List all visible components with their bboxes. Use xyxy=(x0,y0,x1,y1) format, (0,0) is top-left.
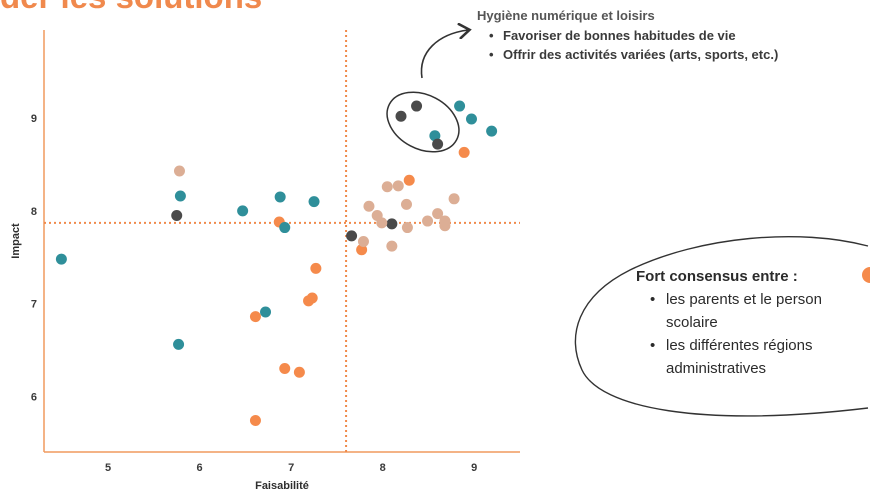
callout-consensus-list: les parents et le person scolaire les di… xyxy=(636,288,870,380)
data-point xyxy=(395,110,407,122)
data-point xyxy=(465,113,477,125)
data-point xyxy=(386,240,398,252)
data-point xyxy=(357,235,369,247)
highlight-ellipse xyxy=(386,91,460,153)
data-point xyxy=(279,363,291,375)
consensus-ellipse xyxy=(574,236,869,417)
data-point xyxy=(173,165,185,177)
x-tick-label: 6 xyxy=(197,462,203,474)
list-item-line: scolaire xyxy=(666,314,718,331)
list-item-line: les différentes régions xyxy=(666,337,813,354)
callout-hygiene-title: Hygiène numérique et loisirs xyxy=(477,8,655,23)
data-point xyxy=(376,217,388,229)
page-title: der les solutions xyxy=(0,0,262,16)
list-item-line: administratives xyxy=(666,360,767,377)
data-point xyxy=(55,253,67,265)
x-tick-label: 8 xyxy=(380,462,386,474)
data-point xyxy=(486,125,498,137)
data-point xyxy=(249,311,261,323)
data-point xyxy=(429,130,441,142)
data-point xyxy=(346,230,358,242)
data-point xyxy=(274,191,286,203)
consensus-accent-mark xyxy=(862,267,870,283)
data-point xyxy=(237,205,249,217)
data-point xyxy=(386,218,398,230)
data-point xyxy=(432,138,444,150)
data-point xyxy=(306,292,318,304)
data-point xyxy=(293,366,305,378)
data-point xyxy=(403,174,415,186)
data-point xyxy=(448,193,460,205)
y-tick-label: 7 xyxy=(31,299,37,311)
data-point xyxy=(249,414,261,426)
x-tick-label: 9 xyxy=(471,462,477,474)
data-point xyxy=(310,262,322,274)
data-point xyxy=(279,222,291,234)
callout-arrow xyxy=(420,30,468,79)
y-axis-title: Impact xyxy=(10,223,22,259)
data-point xyxy=(356,244,368,256)
data-points xyxy=(55,100,498,426)
list-item: Offrir des activités variées (arts, spor… xyxy=(489,45,867,65)
y-tick-label: 9 xyxy=(31,113,37,125)
callout-consensus-title: Fort consensus entre : xyxy=(636,268,798,285)
callout-hygiene-list: Favoriser de bonnes habitudes de vie Off… xyxy=(477,26,867,65)
data-point xyxy=(260,306,272,318)
data-point xyxy=(171,209,183,221)
data-point xyxy=(439,215,451,227)
callout-consensus: Fort consensus entre : les parents et le… xyxy=(636,265,870,380)
list-item-line: les parents et le person xyxy=(666,291,822,308)
data-point xyxy=(411,100,423,112)
data-point xyxy=(454,100,466,112)
data-point xyxy=(363,200,375,212)
data-point xyxy=(173,338,185,350)
data-point xyxy=(422,215,434,227)
list-item: les parents et le person scolaire xyxy=(650,288,870,334)
data-point xyxy=(400,198,412,210)
y-tick-labels: 6 7 8 9 xyxy=(31,113,37,403)
list-item: les différentes régions administratives xyxy=(650,334,870,380)
y-tick-label: 8 xyxy=(31,206,37,218)
data-point xyxy=(392,180,404,192)
x-tick-labels: 5 6 7 8 9 xyxy=(105,462,477,474)
callout-hygiene: Hygiène numérique et loisirs Favoriser d… xyxy=(477,6,867,65)
list-item: Favoriser de bonnes habitudes de vie xyxy=(489,26,867,46)
data-point xyxy=(308,196,320,208)
x-tick-label: 5 xyxy=(105,462,111,474)
data-point xyxy=(174,190,186,202)
data-point xyxy=(458,146,470,158)
x-axis-title: Faisabilité xyxy=(255,480,309,492)
x-tick-label: 7 xyxy=(288,462,294,474)
data-point xyxy=(381,181,393,193)
data-point xyxy=(432,208,444,220)
data-point xyxy=(401,222,413,234)
y-tick-label: 6 xyxy=(31,391,37,403)
